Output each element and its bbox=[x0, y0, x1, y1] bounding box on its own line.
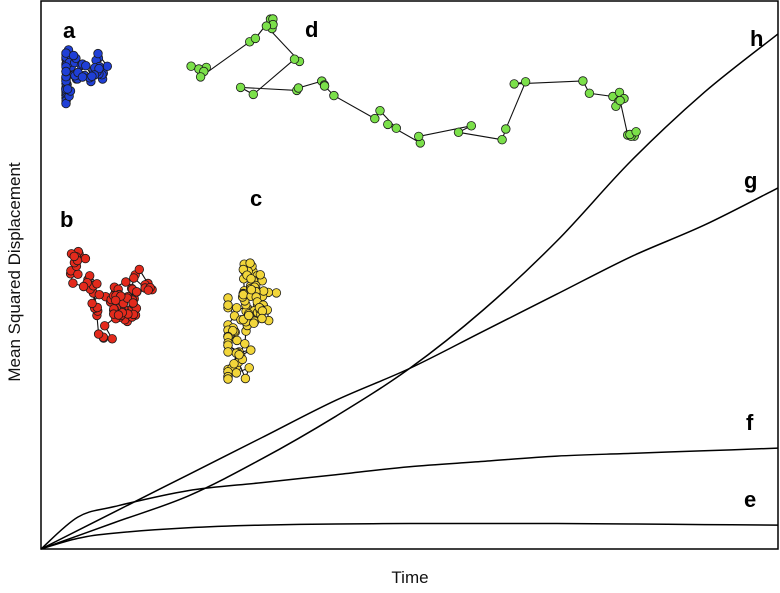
trajectory-b-position bbox=[80, 253, 91, 264]
trajectory-a-position bbox=[102, 61, 113, 72]
trajectory-c-position bbox=[257, 313, 267, 324]
trajectory-b-position bbox=[93, 329, 104, 339]
trajectory-label-layer: a b c d bbox=[60, 17, 318, 232]
trajectory-a-position bbox=[68, 50, 79, 61]
trajectory-c-position bbox=[238, 290, 249, 300]
trajectory-d-position bbox=[615, 95, 625, 106]
trajectory-d-position bbox=[414, 131, 424, 142]
trajectory-a-position bbox=[77, 72, 88, 82]
trajectory-b-position bbox=[110, 295, 121, 306]
curve-e bbox=[40, 522, 779, 550]
trajectory-d-position bbox=[195, 72, 206, 82]
curve-layer bbox=[40, 33, 779, 550]
trajectory-b-position bbox=[134, 264, 145, 275]
curve-label-h: h bbox=[750, 26, 763, 51]
trajectory-b-position bbox=[128, 298, 138, 308]
trajectory-b-position bbox=[107, 334, 117, 344]
trajectory-b-position bbox=[78, 281, 89, 292]
trajectory-d-position bbox=[186, 61, 196, 71]
curve-f bbox=[40, 447, 779, 550]
curve-label-g: g bbox=[744, 168, 757, 193]
trajectory-d-position bbox=[453, 127, 464, 138]
trajectory-c-position bbox=[271, 288, 282, 298]
trajectory-b-position bbox=[73, 269, 83, 280]
trajectory-b-position bbox=[92, 279, 102, 289]
trajectory-c-position bbox=[246, 285, 257, 295]
trajectory-d-position bbox=[466, 121, 477, 131]
trajectory-a-position bbox=[87, 71, 97, 82]
trajectory-c-position bbox=[246, 345, 256, 355]
curve-label-f: f bbox=[746, 410, 754, 435]
trajectory-c-position bbox=[234, 350, 244, 360]
trajectory-b-position bbox=[99, 321, 110, 331]
trajectory-d-position bbox=[375, 105, 385, 116]
trajectory-layer bbox=[61, 14, 641, 384]
trajectory-d-position bbox=[289, 54, 300, 64]
trajectory-c-position bbox=[240, 339, 250, 349]
trajectory-a-position bbox=[61, 66, 71, 77]
trajectory-b-position bbox=[113, 310, 124, 320]
trajectory-a-position bbox=[62, 84, 73, 94]
plot-frame bbox=[40, 0, 779, 550]
trajectory-d-position bbox=[319, 81, 330, 91]
trajectory-d-position bbox=[383, 119, 393, 130]
trajectory-c-position bbox=[223, 374, 233, 384]
trajectory-d-position bbox=[501, 124, 511, 134]
trajectory-c-position bbox=[246, 274, 256, 284]
trajectory-b-position bbox=[69, 251, 79, 262]
trajectory-a-position bbox=[81, 60, 91, 71]
trajectory-d-position bbox=[520, 77, 531, 87]
trajectory-a-position bbox=[93, 48, 103, 59]
trajectory-c-position bbox=[232, 335, 242, 346]
trajectory-c-position bbox=[245, 258, 255, 268]
curve-h bbox=[40, 33, 779, 550]
trajectory-d-position bbox=[578, 76, 588, 86]
trajectory-b-position bbox=[131, 287, 142, 297]
trajectory-c-position bbox=[258, 286, 269, 296]
x-axis-title: Time bbox=[391, 568, 428, 587]
trajectory-c-position bbox=[223, 347, 233, 357]
trajectory-label-c: c bbox=[250, 186, 262, 211]
trajectory-d-position bbox=[391, 123, 402, 133]
trajectory-b bbox=[65, 246, 157, 344]
curve-g bbox=[40, 187, 779, 550]
trajectory-d-position bbox=[497, 134, 507, 145]
trajectory-d-position bbox=[235, 82, 246, 93]
trajectory-b-position bbox=[121, 277, 131, 287]
trajectory-b-position bbox=[129, 273, 139, 283]
trajectory-b-position bbox=[68, 278, 78, 288]
trajectory-label-d: d bbox=[305, 17, 318, 42]
trajectory-a bbox=[61, 45, 113, 109]
curve-label-e: e bbox=[744, 487, 756, 512]
trajectory-c-position bbox=[240, 373, 251, 384]
trajectory-b-position bbox=[143, 285, 154, 295]
curve-label-layer: h g f e bbox=[744, 26, 763, 512]
trajectory-b-position bbox=[87, 298, 97, 309]
trajectory-c-position bbox=[231, 303, 242, 313]
y-axis-title: Mean Squared Displacement bbox=[5, 162, 24, 382]
trajectory-label-a: a bbox=[63, 18, 76, 43]
trajectory-d bbox=[186, 14, 641, 148]
trajectory-label-b: b bbox=[60, 207, 73, 232]
trajectory-c-position bbox=[229, 359, 239, 369]
trajectory-d-position bbox=[261, 21, 272, 31]
trajectory-b-position bbox=[94, 290, 105, 300]
trajectory-d-position bbox=[329, 90, 339, 101]
trajectory-c-position bbox=[249, 318, 259, 328]
trajectory-d-position bbox=[370, 113, 380, 124]
trajectory-d-position bbox=[248, 89, 259, 100]
trajectory-c-position bbox=[223, 300, 233, 310]
trajectory-c-position bbox=[255, 270, 265, 280]
trajectory-c bbox=[223, 258, 282, 384]
trajectory-c-position bbox=[244, 310, 254, 321]
trajectory-d-position bbox=[631, 127, 641, 137]
trajectory-a-position bbox=[94, 63, 104, 74]
trajectory-d-position bbox=[584, 88, 595, 99]
trajectory-c-position bbox=[244, 363, 254, 373]
trajectory-c-position bbox=[231, 368, 242, 378]
trajectory-d-position bbox=[509, 79, 519, 89]
trajectory-d-position bbox=[293, 83, 304, 93]
trajectory-d-position bbox=[250, 33, 261, 44]
